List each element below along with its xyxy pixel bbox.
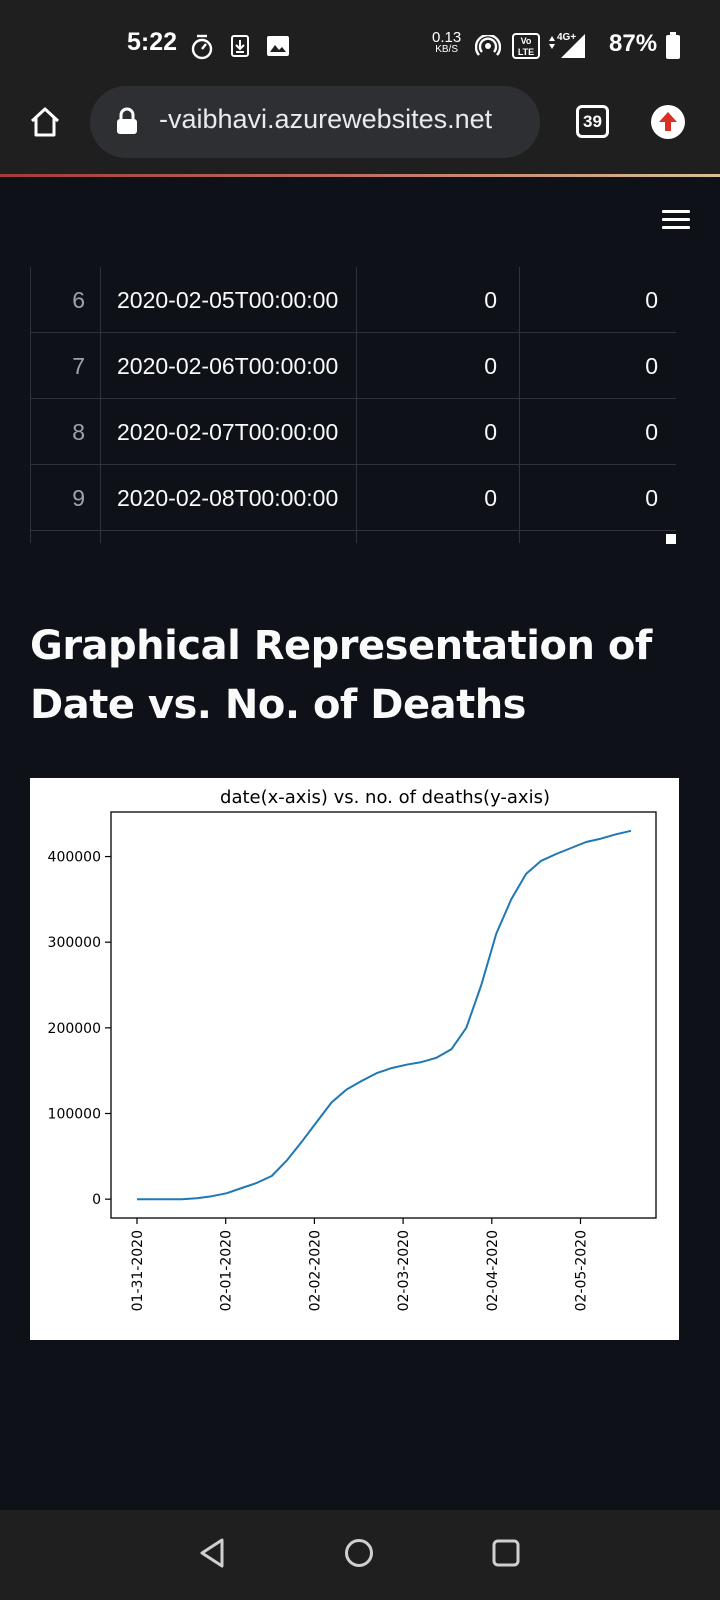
row-date: 2020-02-06T00:00:00 — [101, 333, 357, 399]
row-date: 2020-02-07T00:00:00 — [101, 399, 357, 465]
x-tick-label: 02-02-2020 — [307, 1230, 323, 1311]
row-date: 2020-02-05T00:00:00 — [101, 267, 357, 333]
row-value-cut — [357, 531, 520, 543]
line-chart: date(x-axis) vs. no. of deaths(y-axis) 0… — [48, 787, 657, 1311]
row-value: 0 — [645, 353, 658, 379]
x-tick-label: 02-01-2020 — [219, 1230, 235, 1311]
y-tick-label: 200000 — [48, 1021, 101, 1037]
plot-frame — [110, 811, 657, 1219]
x-axis: 01-31-2020 02-01-2020 02-02-2020 02-03-2020… — [130, 1218, 590, 1311]
data-table: 6 2020-02-05T00:00:00 0 0 7 2020-02-06T0… — [30, 267, 676, 543]
row-index: 8 — [31, 399, 101, 465]
image-icon — [267, 36, 289, 56]
row-index-cut — [31, 531, 101, 543]
home-icon[interactable] — [28, 105, 62, 139]
y-tick-label: 300000 — [48, 935, 101, 951]
svg-text:4G+: 4G+ — [557, 32, 576, 43]
row-date-cut — [101, 531, 357, 543]
back-triangle-icon[interactable] — [198, 1537, 226, 1569]
lock-icon[interactable] — [116, 107, 138, 135]
net-speed-value: 0.13 — [432, 29, 462, 46]
url-text[interactable]: -vaibhavi.azurewebsites.net — [159, 104, 493, 134]
row-date: 2020-02-08T00:00:00 — [101, 465, 357, 531]
battery-percent: 87% — [609, 30, 658, 57]
row-value: 0 — [357, 267, 520, 333]
status-bar: 5:22 0.13 KB/S Vo LTE 4G+ 87% — [0, 0, 720, 86]
y-tick-label: 100000 — [48, 1107, 101, 1123]
chart-figure: date(x-axis) vs. no. of deaths(y-axis) 0… — [30, 778, 679, 1340]
x-tick-label: 02-04-2020 — [485, 1230, 501, 1311]
tab-switcher-button[interactable]: 39 — [576, 105, 609, 138]
x-tick-label: 02-03-2020 — [396, 1230, 412, 1311]
row-value: 0 — [645, 287, 658, 313]
section-heading: Graphical Representation of Date vs. No.… — [30, 617, 690, 735]
svg-text:Vo: Vo — [521, 36, 532, 46]
table-row: 8 2020-02-07T00:00:00 0 0 — [31, 399, 676, 465]
row-value: 0 — [357, 399, 520, 465]
system-nav-bar — [0, 1510, 720, 1600]
home-circle-icon[interactable] — [344, 1538, 374, 1568]
table-row-partial — [31, 531, 676, 543]
table-row: 6 2020-02-05T00:00:00 0 0 — [31, 267, 676, 333]
volte-icon: Vo LTE — [512, 33, 540, 59]
net-speed-unit: KB/S — [435, 44, 458, 55]
stopwatch-icon — [191, 34, 213, 60]
browser-toolbar: -vaibhavi.azurewebsites.net 39 — [0, 86, 720, 176]
hotspot-icon — [475, 35, 501, 56]
network-speed: 0.13 KB/S — [432, 29, 462, 56]
table-row: 7 2020-02-06T00:00:00 0 0 — [31, 333, 676, 399]
svg-text:LTE: LTE — [518, 47, 534, 57]
row-value: 0 — [645, 485, 658, 511]
update-arrow-icon[interactable] — [650, 104, 686, 140]
toolbar-accent-line — [0, 174, 720, 177]
row-index: 7 — [31, 333, 101, 399]
row-index: 6 — [31, 267, 101, 333]
y-tick-label: 0 — [92, 1192, 101, 1208]
page-content: 6 2020-02-05T00:00:00 0 0 7 2020-02-06T0… — [0, 177, 720, 1510]
hamburger-menu-icon[interactable] — [662, 210, 690, 230]
table-row: 9 2020-02-08T00:00:00 0 0 — [31, 465, 676, 531]
recents-square-icon[interactable] — [491, 1538, 521, 1568]
x-tick-label: 02-05-2020 — [574, 1230, 590, 1311]
chart-title: date(x-axis) vs. no. of deaths(y-axis) — [220, 787, 550, 808]
row-value: 0 — [357, 465, 520, 531]
signal-4g-icon: 4G+ — [549, 32, 585, 58]
tab-count: 39 — [583, 112, 602, 131]
heading-line-2: Date vs. No. of Deaths — [30, 682, 527, 728]
status-time: 5:22 — [127, 28, 178, 56]
battery-icon — [666, 32, 680, 59]
row-value: 0 — [357, 333, 520, 399]
table-scrollbar-thumb[interactable] — [666, 534, 676, 544]
download-icon — [231, 35, 249, 57]
address-bar[interactable]: -vaibhavi.azurewebsites.net — [90, 86, 540, 158]
row-value: 0 — [645, 419, 658, 445]
y-axis: 0 100000 200000 300000 400000 — [48, 850, 111, 1208]
y-tick-label: 400000 — [48, 850, 101, 866]
row-index: 9 — [31, 465, 101, 531]
heading-line-1: Graphical Representation of — [30, 623, 652, 669]
series-layer — [137, 829, 632, 1201]
x-tick-label: 01-31-2020 — [130, 1230, 146, 1311]
deaths-series-line — [137, 829, 632, 1201]
